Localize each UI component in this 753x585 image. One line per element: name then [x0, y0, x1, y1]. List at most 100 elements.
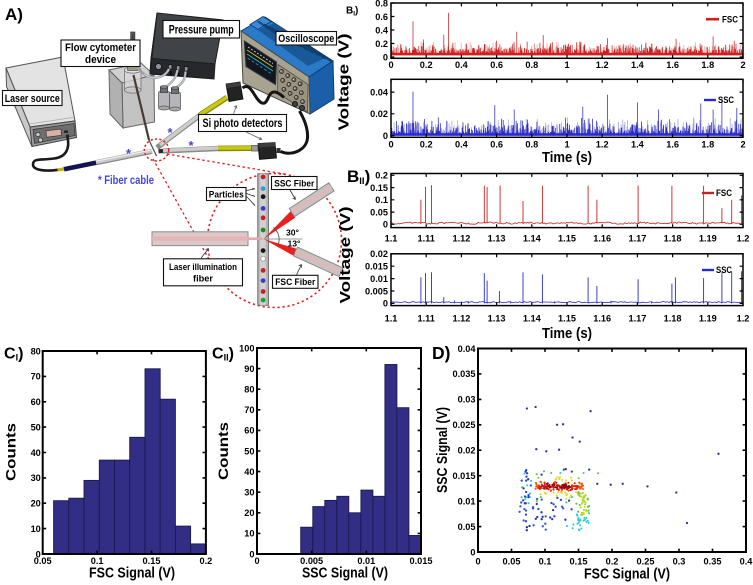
svg-text:0.8: 0.8	[525, 140, 538, 150]
svg-text:1.17: 1.17	[628, 314, 646, 324]
svg-text:2: 2	[740, 60, 745, 70]
svg-text:FSC Fiber: FSC Fiber	[275, 277, 315, 288]
svg-text:SSC Signal (V): SSC Signal (V)	[435, 407, 451, 493]
svg-text:Laser source: Laser source	[5, 93, 60, 105]
svg-text:1.16: 1.16	[593, 314, 611, 324]
svg-text:13°: 13°	[288, 239, 302, 249]
svg-text:CI): CI)	[4, 346, 23, 363]
svg-text:0.2: 0.2	[375, 171, 388, 181]
svg-text:0.01: 0.01	[458, 496, 476, 506]
svg-text:1.4: 1.4	[631, 140, 645, 150]
svg-text:Voltage (V): Voltage (V)	[338, 206, 354, 303]
svg-text:1.2: 1.2	[596, 60, 609, 70]
svg-text:1.14: 1.14	[523, 234, 542, 244]
svg-text:1.17: 1.17	[628, 234, 646, 244]
svg-text:0.2: 0.2	[420, 60, 433, 70]
svg-text:1.19: 1.19	[699, 314, 717, 324]
svg-text:1.4: 1.4	[631, 60, 645, 70]
svg-text:80: 80	[244, 385, 254, 395]
svg-text:* Fiber cable: * Fiber cable	[98, 173, 154, 187]
svg-text:0.015: 0.015	[365, 262, 388, 272]
svg-text:0.15: 0.15	[570, 557, 588, 567]
svg-text:Pressure pump: Pressure pump	[169, 24, 234, 36]
svg-text:device: device	[85, 54, 116, 66]
svg-text:SSC: SSC	[716, 265, 733, 275]
svg-text:1.19: 1.19	[699, 234, 717, 244]
svg-text:0.05: 0.05	[503, 557, 521, 567]
svg-text:1.13: 1.13	[488, 314, 506, 324]
svg-text:Particles: Particles	[209, 189, 244, 200]
svg-text:Flow cytometer: Flow cytometer	[65, 42, 137, 54]
svg-text:Counts: Counts	[3, 423, 19, 481]
svg-text:BII): BII)	[347, 167, 370, 187]
svg-text:1.8: 1.8	[701, 140, 714, 150]
svg-text:0.15: 0.15	[143, 556, 161, 566]
svg-text:1.15: 1.15	[558, 314, 576, 324]
svg-text:1.2: 1.2	[596, 140, 609, 150]
svg-text:1.13: 1.13	[488, 234, 506, 244]
svg-text:*: *	[167, 125, 173, 140]
svg-text:0: 0	[383, 52, 388, 62]
svg-text:1.6: 1.6	[666, 60, 679, 70]
svg-text:0.35: 0.35	[704, 557, 722, 567]
svg-text:0: 0	[388, 140, 393, 150]
svg-text:SSC Signal (V): SSC Signal (V)	[302, 566, 388, 582]
svg-text:0.02: 0.02	[458, 446, 476, 456]
svg-text:0.02: 0.02	[370, 249, 388, 259]
svg-text:0.8: 0.8	[375, 0, 388, 8]
svg-text:0.015: 0.015	[453, 471, 476, 481]
svg-text:50: 50	[244, 446, 254, 456]
svg-text:0.2: 0.2	[200, 556, 213, 566]
svg-text:FSC Signal (V): FSC Signal (V)	[89, 566, 175, 582]
svg-text:90: 90	[244, 364, 254, 374]
svg-text:1.16: 1.16	[593, 234, 611, 244]
svg-text:1.12: 1.12	[452, 234, 470, 244]
svg-text:70: 70	[31, 372, 41, 382]
svg-text:1.1: 1.1	[385, 314, 398, 324]
svg-text:SSC Fiber: SSC Fiber	[274, 178, 314, 189]
svg-text:2: 2	[740, 140, 745, 150]
svg-text:40: 40	[244, 467, 254, 477]
svg-text:Si photo detectors: Si photo detectors	[203, 118, 283, 130]
svg-text:10: 10	[244, 529, 254, 539]
svg-text:30°: 30°	[286, 228, 300, 238]
svg-text:0.015: 0.015	[410, 556, 433, 566]
svg-text:1.11: 1.11	[418, 314, 435, 324]
svg-text:FSC: FSC	[722, 15, 739, 25]
svg-text:A): A)	[5, 5, 23, 24]
svg-text:0: 0	[36, 549, 41, 559]
svg-text:FSC: FSC	[716, 188, 733, 198]
svg-text:0.04: 0.04	[458, 344, 477, 354]
svg-text:0.1: 0.1	[539, 557, 552, 567]
svg-text:0: 0	[388, 60, 393, 70]
svg-text:*: *	[188, 138, 194, 153]
svg-text:Voltage (V): Voltage (V)	[337, 33, 353, 130]
svg-text:0: 0	[383, 299, 388, 309]
svg-text:0.15: 0.15	[370, 183, 388, 193]
svg-text:100: 100	[239, 343, 254, 353]
svg-text:SSC: SSC	[718, 95, 735, 105]
svg-text:0.02: 0.02	[370, 109, 388, 119]
svg-text:1.18: 1.18	[664, 314, 682, 324]
svg-text:10: 10	[31, 524, 41, 534]
svg-text:0.6: 0.6	[490, 140, 503, 150]
svg-text:0.4: 0.4	[455, 140, 469, 150]
svg-text:0: 0	[249, 549, 254, 559]
svg-text:0.01: 0.01	[370, 274, 388, 284]
svg-text:0: 0	[470, 547, 475, 557]
svg-text:Time (s): Time (s)	[542, 326, 592, 342]
svg-text:CII): CII)	[212, 346, 234, 363]
svg-text:30: 30	[244, 488, 254, 498]
svg-text:FSC Signal (V): FSC Signal (V)	[584, 567, 670, 583]
svg-text:0.05: 0.05	[34, 556, 52, 566]
svg-text:1: 1	[564, 60, 569, 70]
svg-text:70: 70	[244, 405, 254, 415]
svg-text:0: 0	[383, 220, 388, 230]
svg-text:0.03: 0.03	[458, 395, 476, 405]
svg-text:0.04: 0.04	[370, 87, 389, 97]
svg-text:0.2: 0.2	[375, 39, 388, 49]
svg-text:D): D)	[432, 343, 450, 363]
svg-text:1.15: 1.15	[558, 234, 576, 244]
svg-text:0.1: 0.1	[91, 556, 104, 566]
svg-text:1.18: 1.18	[664, 234, 682, 244]
